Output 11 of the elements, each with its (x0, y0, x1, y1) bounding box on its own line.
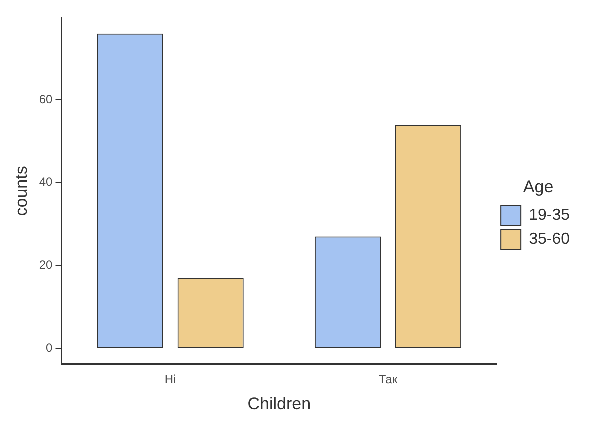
y-tick-label: 0 (46, 340, 54, 355)
y-axis-title: counts (12, 166, 31, 216)
x-tick-label: Так (378, 372, 398, 387)
y-tick-label: 20 (39, 258, 54, 272)
legend-label: 19-35 (529, 207, 570, 224)
x-axis-title: Children (248, 394, 312, 414)
legend-label: 35-60 (529, 231, 570, 248)
x-tick-label: Ні (164, 372, 176, 387)
y-tick-label: 40 (39, 175, 54, 190)
legend-title: Age (523, 177, 554, 196)
y-tick-label: 60 (39, 92, 54, 106)
